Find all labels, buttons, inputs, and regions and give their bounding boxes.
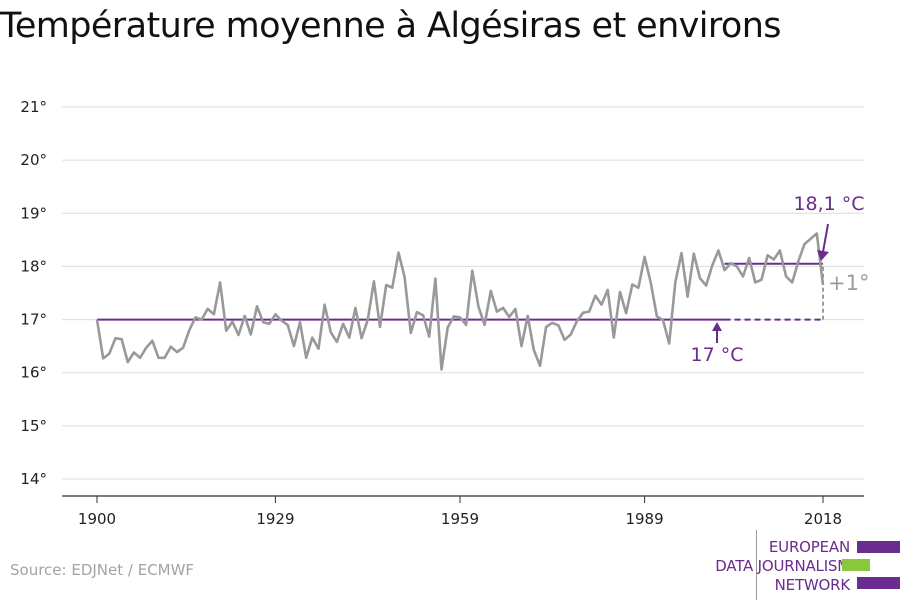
recent-arrow-head — [817, 250, 829, 261]
x-axis: 1900 1929 1959 1989 2018 — [62, 495, 864, 528]
logo-divider — [756, 530, 757, 600]
series-line-temperature — [95, 232, 825, 371]
x-tick-label-1989: 1989 — [625, 510, 663, 528]
recent-arrow-shaft — [822, 223, 829, 253]
y-tick-label-16: 16° — [20, 364, 47, 382]
y-tick-label-17: 17° — [20, 311, 47, 329]
x-tick-label-2018: 2018 — [804, 510, 842, 528]
reference-value-label: 17 °C — [691, 344, 744, 366]
logo-bar-2 — [842, 559, 885, 571]
x-tick-label-1900: 1900 — [78, 510, 116, 528]
logo-bar-1 — [857, 541, 900, 553]
y-tick-label-14: 14° — [20, 470, 47, 488]
source-note: Source: EDJNet / ECMWF — [10, 561, 195, 579]
annotations: 18,1 °C 17 °C +1° — [691, 193, 870, 366]
grid-lines — [62, 106, 864, 480]
x-tick-label-1929: 1929 — [256, 510, 294, 528]
y-tick-label-15: 15° — [20, 417, 47, 435]
y-tick-label-18: 18° — [20, 257, 47, 275]
series-layer — [95, 232, 825, 371]
recent-value-label: 18,1 °C — [793, 193, 864, 215]
delta-value-label: +1° — [828, 271, 869, 295]
y-tick-label-19: 19° — [20, 204, 47, 222]
y-axis-ticks: 14° 15° 16° 17° 18° 19° 20° 21° — [20, 98, 47, 488]
logo-line-3: NETWORK — [774, 576, 851, 594]
y-tick-label-20: 20° — [20, 151, 47, 169]
logo-bar-3 — [857, 577, 900, 589]
logo-line-1: EUROPEAN — [768, 538, 850, 556]
x-tick-label-1959: 1959 — [441, 510, 479, 528]
y-tick-label-21: 21° — [20, 98, 47, 116]
edjnet-logo: EUROPEAN DATA JOURNALISM NETWORK — [700, 530, 900, 600]
reference-arrow-head — [712, 322, 722, 331]
logo-line-2: DATA JOURNALISM — [715, 557, 850, 575]
chart-title: Température moyenne à Algésiras et envir… — [0, 6, 782, 46]
